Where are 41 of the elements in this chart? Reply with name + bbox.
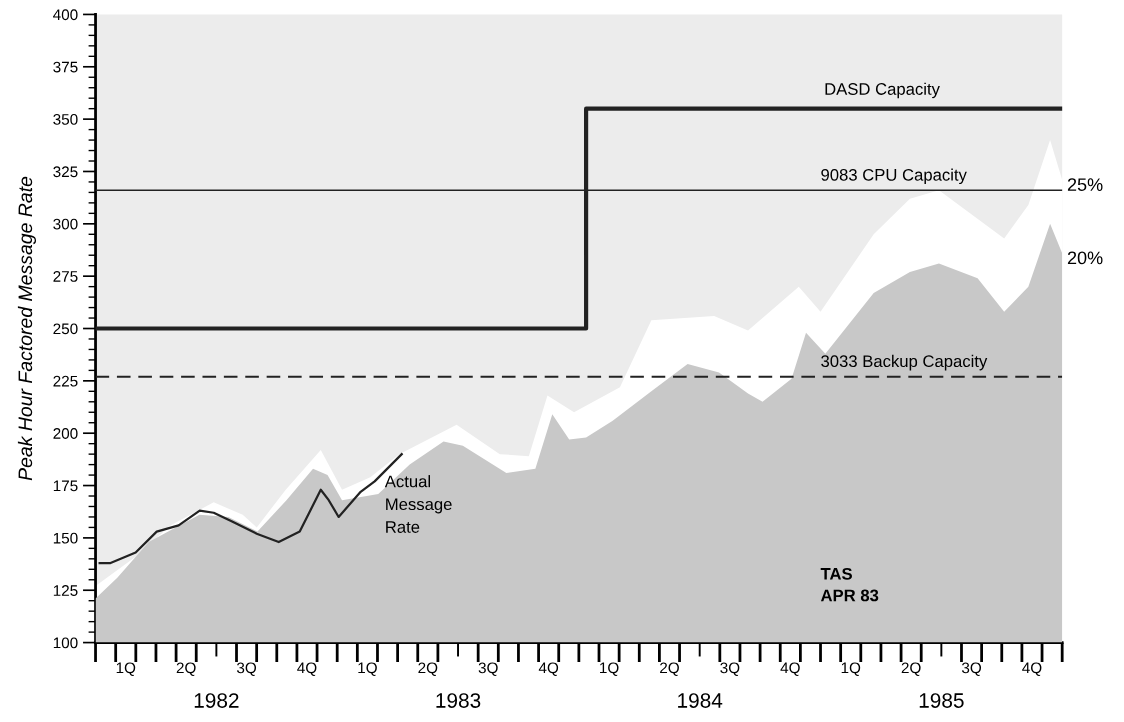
- text: 3Q: [720, 662, 740, 676]
- series-label: 20%: [1067, 251, 1103, 265]
- ref-line-label: 3033 Backup Capacity: [821, 354, 988, 371]
- y-tick-label: 250: [53, 323, 78, 335]
- x-tick-label: 1982: [194, 693, 239, 708]
- y-tick-label: 175: [53, 480, 78, 492]
- y-tick-label: 325: [53, 166, 78, 178]
- y-tick-label: 200: [53, 428, 78, 439]
- text: 4Q: [538, 662, 559, 676]
- y-tick-label: 350: [53, 114, 78, 125]
- text: 3Q: [236, 662, 257, 676]
- x-tick-label: 1985: [919, 693, 964, 708]
- y-tick-label: 150: [53, 532, 78, 544]
- text: 3Q: [478, 662, 498, 676]
- x-tick-label: 1984: [678, 693, 723, 708]
- series-label: DASD Capacity: [825, 82, 940, 99]
- text: 2Q: [418, 662, 438, 676]
- y-tick-label: 125: [53, 585, 78, 596]
- y-tick-label: 275: [53, 271, 78, 282]
- text: 1Q: [116, 662, 136, 676]
- series-label: Actual Message Rate: [384, 475, 452, 533]
- text: 4Q: [297, 662, 317, 676]
- series-label: 25%: [1067, 178, 1103, 191]
- y-tick-label: 100: [53, 637, 78, 649]
- text: 1Q: [841, 662, 861, 676]
- text: 2Q: [176, 662, 196, 676]
- text: 2Q: [660, 662, 679, 676]
- text: 1Q: [600, 662, 619, 676]
- text: 4Q: [780, 662, 800, 676]
- text: 2Q: [901, 662, 921, 676]
- text: 3Q: [961, 662, 982, 676]
- y-tick-label: 225: [53, 375, 78, 387]
- x-tick-label: 1983: [436, 693, 481, 708]
- text: 4Q: [1022, 662, 1042, 676]
- ref-line-label: 9083 CPU Capacity: [821, 168, 967, 185]
- annotation: TAS APR 83: [820, 567, 879, 602]
- y-tick-label: 300: [53, 218, 78, 230]
- y-tick-label: 375: [53, 61, 78, 73]
- y-tick-label: 400: [53, 9, 78, 21]
- y-axis-title: Peak Hour Factored Message Rate: [17, 176, 37, 481]
- text: 1Q: [358, 662, 377, 676]
